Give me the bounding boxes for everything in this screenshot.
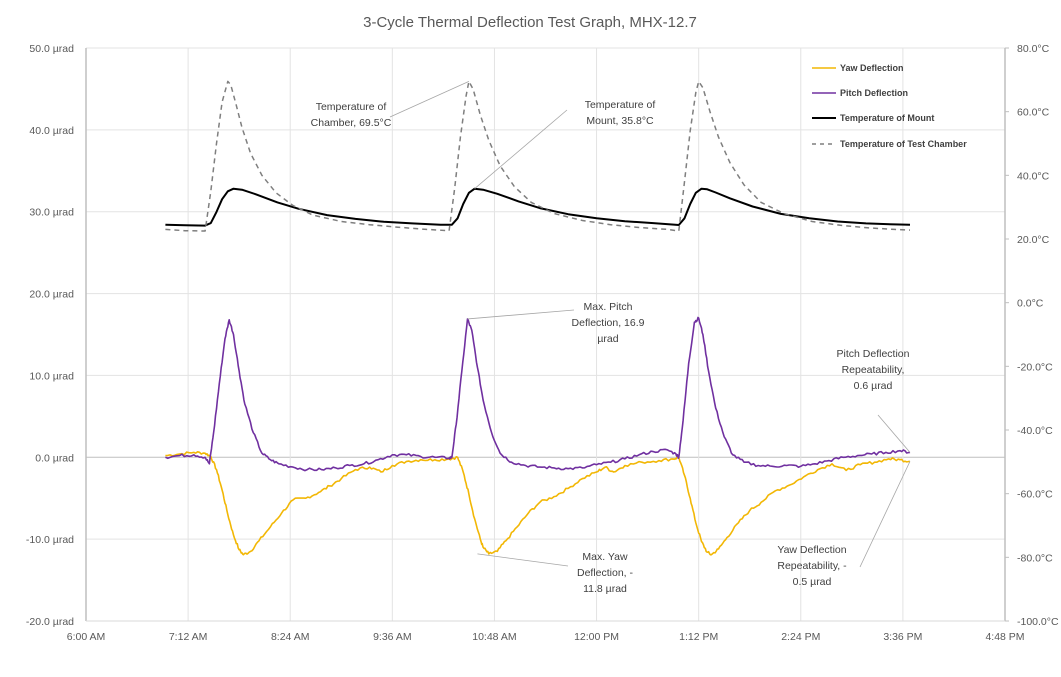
annotation-yaw-repeat: Yaw Deflection bbox=[777, 544, 846, 556]
x-tick-label: 6:00 AM bbox=[67, 631, 106, 643]
right-tick-label: 40.0°C bbox=[1017, 170, 1050, 182]
left-tick-label: 20.0 µrad bbox=[29, 289, 74, 301]
annotation-leader-line bbox=[467, 309, 575, 320]
x-tick-label: 9:36 AM bbox=[373, 631, 412, 643]
x-tick-label: 1:12 PM bbox=[679, 631, 718, 643]
series-lines bbox=[165, 80, 911, 556]
right-tick-label: -60.0°C bbox=[1017, 489, 1053, 501]
annotation-pitch-repeat: Pitch Deflection bbox=[837, 348, 910, 360]
series-line-temperature-of-test-chamber bbox=[165, 80, 911, 232]
annotation-pitch-repeat: Repeatability, bbox=[842, 364, 905, 376]
x-axis-ticks: 6:00 AM 7:12 AM 8:24 AM 9:36 AM 10:48 AM 12:0… bbox=[67, 631, 1025, 643]
right-tick-label: -80.0°C bbox=[1017, 552, 1053, 564]
annotation-leader-line bbox=[859, 461, 911, 568]
annotation-leader-line bbox=[877, 414, 911, 453]
annotation-mount-temp: Mount, 35.8°C bbox=[586, 115, 654, 127]
x-tick-label: 7:12 AM bbox=[169, 631, 208, 643]
annotation-max-pitch: Deflection, 16.9 bbox=[572, 317, 645, 329]
annotation-max-pitch: Max. Pitch bbox=[583, 301, 632, 313]
annotation-max-yaw: 11.8 µrad bbox=[583, 583, 627, 595]
left-tick-label: 40.0 µrad bbox=[29, 125, 74, 137]
x-tick-label: 3:36 PM bbox=[883, 631, 922, 643]
annotation-leader-line bbox=[474, 109, 568, 190]
chart-title: 3-Cycle Thermal Deflection Test Graph, M… bbox=[363, 14, 697, 31]
x-tick-label: 10:48 AM bbox=[472, 631, 516, 643]
series-line-yaw-deflection bbox=[165, 450, 911, 556]
annotation-pitch-repeat: 0.6 µrad bbox=[854, 380, 893, 392]
annotation-yaw-repeat: Repeatability, - bbox=[777, 560, 847, 572]
series-line-temperature-of-mount bbox=[165, 187, 911, 227]
annotation-max-yaw: Max. Yaw bbox=[582, 551, 628, 563]
legend-label: Temperature of Test Chamber bbox=[840, 139, 967, 149]
axes bbox=[85, 48, 1006, 622]
x-tick-label: 8:24 AM bbox=[271, 631, 310, 643]
right-tick-label: 20.0°C bbox=[1017, 234, 1050, 246]
annotations: Temperature of Chamber, 69.5°C Temperature… bbox=[311, 81, 911, 595]
right-tick-label: -40.0°C bbox=[1017, 425, 1053, 437]
x-tick-label: 12:00 PM bbox=[574, 631, 619, 643]
x-tick-label: 2:24 PM bbox=[781, 631, 820, 643]
gridlines bbox=[85, 47, 1006, 622]
annotation-chamber-temp: Chamber, 69.5°C bbox=[311, 117, 392, 129]
left-tick-label: -10.0 µrad bbox=[26, 534, 74, 546]
annotation-leader-line bbox=[477, 553, 569, 567]
left-tick-label: -20.0 µrad bbox=[26, 616, 74, 628]
right-tick-label: -100.0°C bbox=[1017, 616, 1059, 628]
annotation-chamber-temp: Temperature of bbox=[316, 101, 387, 113]
right-tick-label: 60.0°C bbox=[1017, 107, 1050, 119]
left-tick-label: 10.0 µrad bbox=[29, 370, 74, 382]
x-tick-label: 4:48 PM bbox=[985, 631, 1024, 643]
left-tick-label: 50.0 µrad bbox=[29, 43, 74, 55]
right-axis-ticks: 80.0°C 60.0°C 40.0°C 20.0°C 0.0°C -20.0°C -40.… bbox=[1005, 43, 1059, 628]
legend: Yaw Deflection Pitch Deflection Temperatur… bbox=[812, 63, 967, 149]
annotation-leader-line bbox=[389, 81, 470, 118]
annotation-mount-temp: Temperature of bbox=[585, 99, 656, 111]
right-tick-label: 80.0°C bbox=[1017, 43, 1050, 55]
right-tick-label: 0.0°C bbox=[1017, 298, 1044, 310]
series-line-pitch-deflection bbox=[165, 316, 911, 472]
legend-label: Pitch Deflection bbox=[840, 88, 908, 98]
right-tick-label: -20.0°C bbox=[1017, 361, 1053, 373]
left-tick-label: 0.0 µrad bbox=[35, 452, 74, 464]
legend-label: Temperature of Mount bbox=[840, 113, 934, 123]
left-tick-label: 30.0 µrad bbox=[29, 207, 74, 219]
left-axis-ticks: 50.0 µrad 40.0 µrad 30.0 µrad 20.0 µrad 10.0… bbox=[26, 43, 74, 628]
annotation-max-pitch: µrad bbox=[597, 333, 618, 345]
annotation-max-yaw: Deflection, - bbox=[577, 567, 634, 579]
legend-label: Yaw Deflection bbox=[840, 63, 904, 73]
annotation-yaw-repeat: 0.5 µrad bbox=[793, 576, 832, 588]
